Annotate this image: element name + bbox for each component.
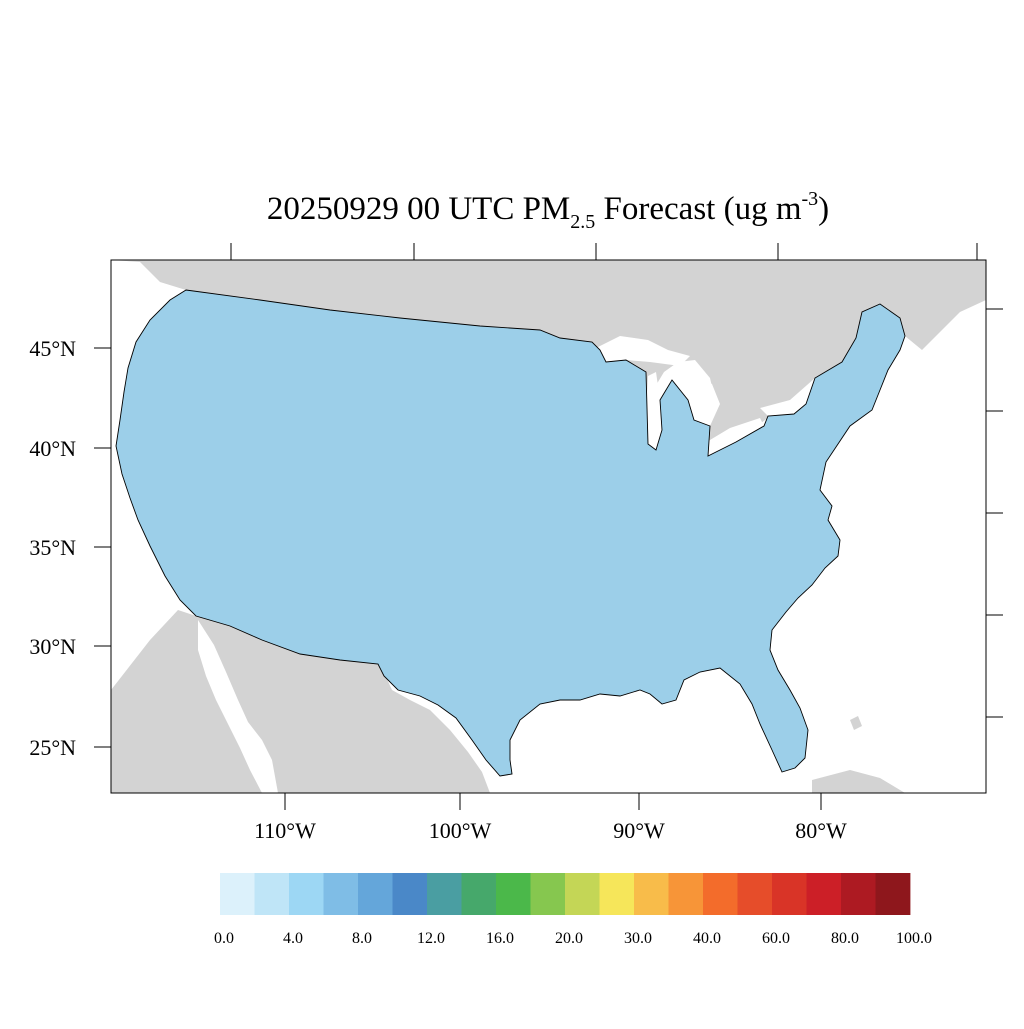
lon-label-80: 80°W [795,818,847,843]
lat-label-30: 30°N [29,634,76,659]
colorbar-label: 20.0 [555,930,583,947]
map-frame [110,259,987,794]
lake-superior [592,336,690,366]
colorbar-swatch [772,873,807,915]
top-ticks [230,243,978,260]
colorbar-label: 40.0 [693,930,721,947]
colorbar-label: 8.0 [352,930,372,947]
colorbar-label: 16.0 [486,930,514,947]
map-title: 20250929 00 UTC PM2.5 Forecast (ug m-3) [267,188,829,233]
lake-huron [672,372,720,426]
title-suffix: Forecast (ug m [595,191,802,227]
lat-label-40: 40°N [29,436,76,461]
lat-label-25: 25°N [29,735,76,760]
colorbar-swatch [634,873,669,915]
gulf-of-california [198,620,278,793]
colorbar-label: 30.0 [624,930,652,947]
colorbar-label: 80.0 [831,930,859,947]
colorbar-swatch [599,873,635,915]
title-prefix: 20250929 00 UTC PM [267,191,570,227]
latitude-labels: 45°N 40°N 35°N 30°N 25°N [29,336,76,760]
longitude-labels: 110°W 100°W 90°W 80°W [254,818,847,843]
colorbar-swatch [427,873,462,915]
left-ticks [94,347,111,748]
right-ticks [986,308,1003,718]
colorbar-labels: 0.0 4.0 8.0 12.0 16.0 20.0 30.0 40.0 60.0 80.0 100… [214,930,932,947]
colorbar-swatch [875,873,911,915]
colorbar-swatch [254,873,290,915]
colorbar-swatch [841,873,876,915]
colorbar-swatch [530,873,566,915]
map-area [111,260,986,793]
colorbar-swatch [565,873,600,915]
colorbar-label: 4.0 [283,930,303,947]
colorbar-label: 0.0 [214,930,234,947]
lon-label-100: 100°W [429,818,492,843]
canada-land [111,260,986,452]
colorbar-swatch [358,873,393,915]
lake-ontario [760,400,806,416]
lon-label-90: 90°W [613,818,665,843]
lat-label-45: 45°N [29,336,76,361]
colorbar-swatch [737,873,773,915]
bahamas-island [850,716,862,730]
colorbar-swatch [703,873,738,915]
colorbar-label: 100.0 [896,930,932,947]
lake-michigan [646,372,662,450]
colorbar-label: 60.0 [762,930,790,947]
title-superscript: -3 [801,188,818,210]
lat-label-35: 35°N [29,535,76,560]
lon-label-110: 110°W [254,818,316,843]
title-closing: ) [818,191,829,227]
lake-erie [700,418,764,456]
colorbar-swatch [323,873,359,915]
colorbar-swatch [220,873,255,915]
colorbar-swatch [392,873,428,915]
colorbar-swatch [806,873,842,915]
bottom-ticks [284,793,822,810]
colorbar-swatch [289,873,324,915]
colorbar-label: 12.0 [417,930,445,947]
colorbar [220,873,911,915]
cuba-island [812,770,905,793]
title-subscript: 2.5 [570,211,595,233]
colorbar-swatch [461,873,497,915]
colorbar-swatch [668,873,704,915]
colorbar-swatch [496,873,531,915]
